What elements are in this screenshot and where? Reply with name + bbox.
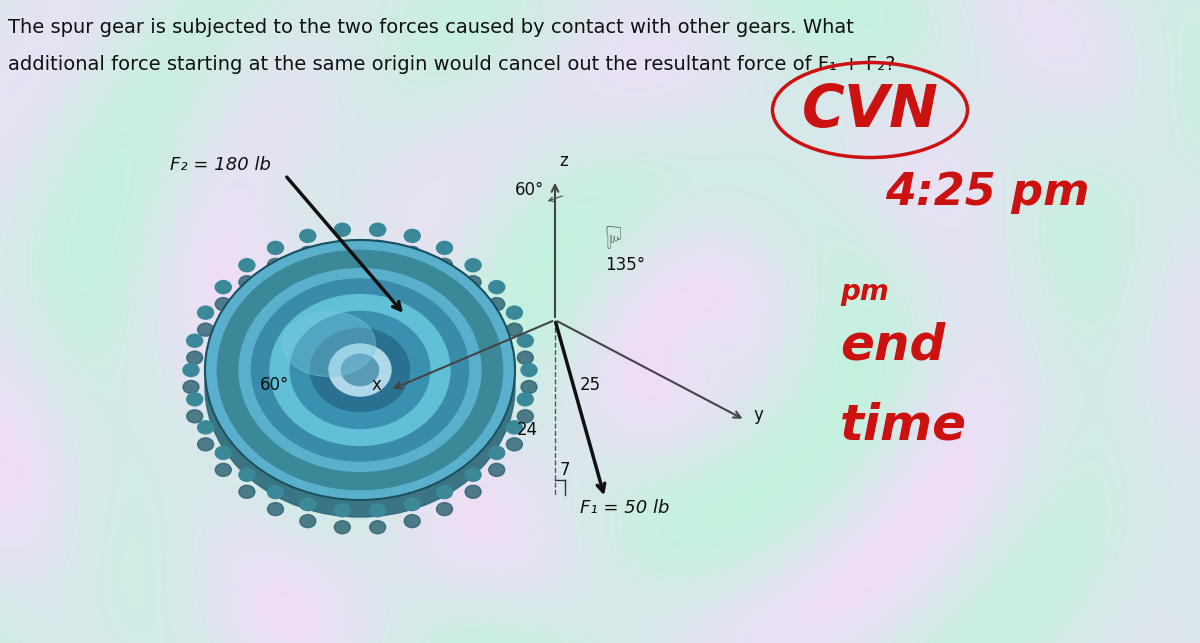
Text: 60°: 60° [260, 376, 289, 394]
Ellipse shape [488, 446, 505, 459]
Ellipse shape [198, 306, 214, 319]
Ellipse shape [239, 269, 481, 471]
Text: z: z [559, 152, 568, 170]
Ellipse shape [370, 521, 385, 534]
Ellipse shape [270, 294, 450, 446]
Ellipse shape [215, 446, 232, 459]
Ellipse shape [329, 344, 391, 396]
Ellipse shape [239, 468, 254, 481]
Ellipse shape [268, 485, 283, 498]
Ellipse shape [488, 464, 505, 476]
Ellipse shape [506, 421, 522, 434]
Ellipse shape [290, 311, 430, 428]
Ellipse shape [205, 240, 515, 500]
Ellipse shape [300, 230, 316, 242]
Ellipse shape [187, 393, 203, 406]
Ellipse shape [252, 279, 468, 461]
Ellipse shape [182, 363, 199, 377]
Ellipse shape [300, 498, 316, 511]
Ellipse shape [282, 311, 376, 377]
Ellipse shape [506, 438, 522, 451]
Ellipse shape [335, 223, 350, 236]
Ellipse shape [198, 438, 214, 451]
Text: CVN: CVN [802, 82, 938, 138]
Ellipse shape [300, 246, 316, 259]
Text: 7: 7 [560, 461, 570, 479]
Text: 24: 24 [517, 421, 538, 439]
Ellipse shape [488, 280, 505, 294]
Ellipse shape [268, 503, 283, 516]
Ellipse shape [404, 246, 420, 259]
Ellipse shape [370, 223, 385, 236]
Ellipse shape [437, 258, 452, 271]
Ellipse shape [521, 381, 538, 394]
Ellipse shape [239, 258, 254, 272]
Ellipse shape [521, 363, 538, 377]
Ellipse shape [517, 410, 533, 423]
Ellipse shape [466, 258, 481, 272]
Ellipse shape [198, 421, 214, 434]
Text: 4:25 pm: 4:25 pm [886, 171, 1090, 214]
Text: 25: 25 [580, 376, 601, 394]
Ellipse shape [239, 276, 254, 289]
Ellipse shape [404, 514, 420, 528]
Text: additional force starting at the same origin would cancel out the resultant forc: additional force starting at the same or… [8, 55, 895, 74]
Text: time: time [840, 402, 967, 450]
Ellipse shape [517, 334, 533, 347]
Text: The spur gear is subjected to the two forces caused by contact with other gears.: The spur gear is subjected to the two fo… [8, 18, 854, 37]
Text: x: x [372, 376, 382, 394]
Ellipse shape [488, 298, 505, 311]
Ellipse shape [198, 323, 214, 336]
Ellipse shape [466, 276, 481, 289]
Ellipse shape [215, 280, 232, 294]
Ellipse shape [217, 250, 503, 489]
Text: F₁ = 50 lb: F₁ = 50 lb [580, 499, 670, 517]
Text: 135°: 135° [605, 256, 646, 274]
Ellipse shape [335, 503, 350, 517]
Ellipse shape [335, 521, 350, 534]
Ellipse shape [268, 241, 283, 255]
Ellipse shape [437, 241, 452, 255]
Ellipse shape [517, 393, 533, 406]
Text: 60°: 60° [515, 181, 545, 199]
Text: end: end [840, 322, 946, 370]
Ellipse shape [311, 329, 409, 412]
Ellipse shape [187, 410, 203, 423]
Ellipse shape [215, 298, 232, 311]
Ellipse shape [517, 351, 533, 364]
Ellipse shape [466, 468, 481, 481]
Text: pm: pm [840, 278, 889, 306]
Ellipse shape [506, 306, 522, 319]
Ellipse shape [205, 257, 515, 517]
Ellipse shape [404, 230, 420, 242]
Ellipse shape [268, 258, 283, 271]
Ellipse shape [370, 503, 385, 517]
Text: y: y [754, 406, 763, 424]
Ellipse shape [215, 464, 232, 476]
Ellipse shape [404, 498, 420, 511]
Ellipse shape [182, 381, 199, 394]
Ellipse shape [437, 503, 452, 516]
Ellipse shape [300, 514, 316, 528]
Ellipse shape [506, 323, 522, 336]
Ellipse shape [335, 240, 350, 253]
Text: F₂ = 180 lb: F₂ = 180 lb [170, 156, 271, 174]
Ellipse shape [341, 354, 379, 386]
Ellipse shape [370, 240, 385, 253]
Ellipse shape [187, 351, 203, 364]
Text: ☝: ☝ [600, 218, 619, 247]
Ellipse shape [187, 334, 203, 347]
Ellipse shape [239, 485, 254, 498]
Ellipse shape [466, 485, 481, 498]
Ellipse shape [437, 485, 452, 498]
